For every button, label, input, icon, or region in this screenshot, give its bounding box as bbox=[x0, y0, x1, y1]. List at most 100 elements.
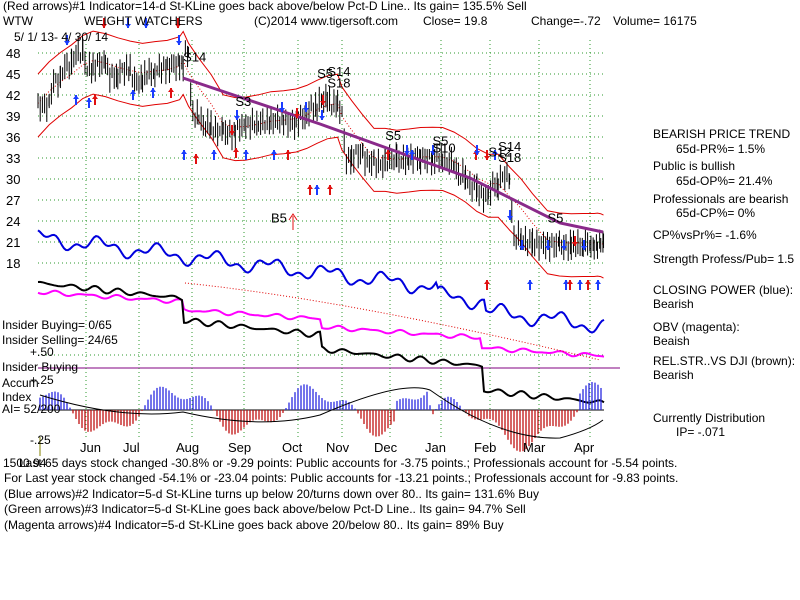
signal-label: S18 bbox=[327, 75, 350, 90]
relstr-label: REL.STR..VS DJI (brown): bbox=[653, 354, 796, 368]
arrow-head bbox=[430, 151, 436, 155]
arrow-head bbox=[585, 280, 591, 284]
relstr-line bbox=[37, 280, 605, 404]
footer-overlap-text: 1500.94 bbox=[3, 456, 47, 470]
footer-line3: (Blue arrows)#2 Indicator=5-d St-KLine t… bbox=[4, 486, 539, 501]
arrow-head bbox=[545, 246, 551, 250]
accum-sub: Index bbox=[2, 390, 32, 404]
cpvspr-value: CP%vsPr%= -1.6% bbox=[653, 228, 757, 242]
arrow-head bbox=[233, 148, 239, 152]
x-tick-label: Sep bbox=[228, 440, 251, 455]
insider-selling-count: Insider Selling= 24/65 bbox=[2, 333, 118, 347]
footer-text: 1500.94 Last 65 days stock changed -30.8… bbox=[3, 456, 800, 533]
arrow-head bbox=[193, 154, 199, 158]
signal-label: S10 bbox=[433, 140, 456, 155]
arrow-head bbox=[474, 151, 480, 155]
arrow-head bbox=[234, 116, 240, 120]
obv-line bbox=[37, 289, 605, 358]
arrow-head bbox=[168, 88, 174, 92]
signal-label: S14 bbox=[327, 64, 350, 79]
band-line bbox=[37, 59, 604, 245]
signal-label: S18 bbox=[498, 150, 521, 165]
obv-label: OBV (magenta): bbox=[653, 320, 740, 334]
band-line bbox=[37, 30, 604, 216]
arrow-head bbox=[527, 280, 533, 284]
arrow-head bbox=[320, 101, 326, 105]
arrow-head bbox=[404, 151, 410, 155]
arrow-head bbox=[484, 280, 490, 284]
x-tick-label: Nov bbox=[326, 440, 350, 455]
indicator-lines bbox=[37, 229, 605, 404]
x-tick-label: Aug bbox=[176, 440, 199, 455]
arrow-head bbox=[294, 114, 300, 118]
arrow-head bbox=[181, 150, 187, 154]
arrow-head bbox=[385, 150, 391, 154]
arrow-head bbox=[150, 88, 156, 92]
insider-buying-count: Insider Buying= 0/65 bbox=[2, 318, 112, 332]
y-axis-labels: 48 45 42 39 36 33 30 27 24 21 18 bbox=[6, 46, 20, 271]
arrow-head bbox=[561, 246, 567, 250]
x-tick-label: Feb bbox=[474, 440, 496, 455]
relstr-value: Bearish bbox=[653, 368, 694, 382]
y-tick-label: 18 bbox=[6, 256, 20, 271]
closing-power-label: CLOSING POWER (blue): bbox=[653, 283, 794, 297]
signal-label: S3 bbox=[235, 94, 251, 109]
x-tick-label: Jan bbox=[425, 440, 446, 455]
arrow-head bbox=[519, 246, 525, 250]
arrow-head bbox=[577, 280, 583, 284]
date-range: 5/ 1/ 13- 4/ 30/ 14 bbox=[14, 30, 109, 44]
arrow-head bbox=[125, 24, 131, 28]
arrow-head bbox=[409, 150, 415, 154]
price-bands bbox=[37, 30, 604, 279]
arrow-head bbox=[211, 150, 217, 154]
arrow-head bbox=[229, 131, 235, 135]
accum-ai-value: AI= 52/200 bbox=[2, 402, 61, 416]
arrow-head bbox=[175, 24, 181, 28]
x-tick-label: Apr bbox=[574, 440, 595, 455]
arrow-head bbox=[567, 280, 573, 284]
pr-value: 65d-PR%= 1.5% bbox=[676, 142, 766, 156]
y-tick-label: 39 bbox=[6, 109, 20, 124]
signal-label: S5 bbox=[317, 66, 333, 81]
cp-value: 65d-CP%= 0% bbox=[676, 206, 756, 220]
footer-line1: Last 65 days stock changed -30.8% or -9.… bbox=[19, 456, 678, 470]
x-tick-label: Dec bbox=[374, 440, 398, 455]
trend-title: BEARISH PRICE TREND bbox=[653, 127, 791, 141]
public-status: Public is bullish bbox=[653, 159, 736, 173]
arrow-head bbox=[143, 24, 149, 28]
x-tick-label: Mar bbox=[523, 440, 546, 455]
arrow-head bbox=[507, 216, 513, 220]
signal-label: S14 bbox=[498, 139, 521, 154]
arrow-head bbox=[279, 108, 285, 112]
arrow-head bbox=[285, 150, 291, 154]
ip-value: IP= -.071 bbox=[676, 425, 726, 439]
downtrend-line bbox=[182, 76, 604, 234]
x-tick-label: Jun bbox=[80, 440, 101, 455]
accum-bottom-label: -.25 bbox=[30, 433, 51, 447]
accum-mid-label: +.25 bbox=[30, 373, 54, 387]
y-tick-label: 21 bbox=[6, 235, 20, 250]
y-tick-label: 33 bbox=[6, 151, 20, 166]
y-tick-label: 27 bbox=[6, 193, 20, 208]
footer-line5: (Magenta arrows)#4 Indicator=5-d St-KLin… bbox=[4, 517, 504, 532]
arrow-head bbox=[130, 90, 136, 94]
arrow-head bbox=[307, 185, 313, 189]
signal-label: S5 bbox=[433, 133, 449, 148]
band-line bbox=[37, 93, 604, 279]
ticker: WTW bbox=[3, 14, 33, 28]
arrow-head bbox=[595, 280, 601, 284]
arrow-head bbox=[73, 95, 79, 99]
arrow-head bbox=[92, 95, 98, 99]
y-tick-label: 30 bbox=[6, 172, 20, 187]
closing-power-line bbox=[37, 229, 605, 334]
signal-label: B5 bbox=[271, 210, 287, 225]
footer-line2: For Last year stock changed -54.1% or -2… bbox=[4, 471, 679, 486]
accum-index-histogram bbox=[39, 382, 604, 452]
y-tick-label: 36 bbox=[6, 130, 20, 145]
y-tick-label: 42 bbox=[6, 88, 20, 103]
close-value: Close= 19.8 bbox=[423, 14, 488, 28]
arrow-head bbox=[243, 150, 249, 154]
arrow-head bbox=[581, 246, 587, 250]
arrow-head bbox=[271, 150, 277, 154]
